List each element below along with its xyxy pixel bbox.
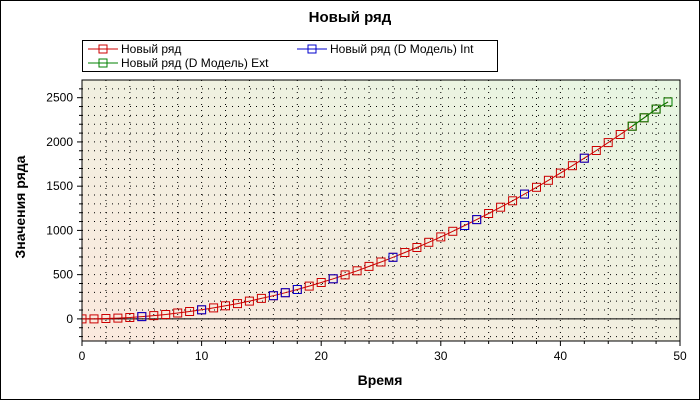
data-point — [137, 312, 147, 322]
data-point — [304, 281, 314, 291]
data-point — [579, 153, 589, 163]
y-tick-label: 0 — [66, 312, 73, 326]
data-point — [149, 311, 159, 321]
y-axis-ticks: 0 500 1000 1500 2000 2500 — [46, 88, 82, 338]
legend-label-series-2: Новый ряд (D Модель) Int — [330, 42, 474, 56]
data-point — [543, 175, 553, 185]
x-axis-ticks: 0 10 20 30 40 50 — [79, 341, 687, 363]
data-point — [364, 261, 374, 271]
data-point — [328, 274, 338, 284]
data-point — [197, 305, 207, 315]
data-point — [448, 226, 458, 236]
y-tick-label: 500 — [53, 268, 73, 282]
y-axis-title: Значения ряда — [12, 155, 28, 259]
data-point — [651, 104, 661, 114]
data-point — [436, 232, 446, 242]
x-tick-label: 0 — [79, 349, 86, 363]
data-point — [472, 215, 482, 225]
plot-area — [81, 79, 681, 342]
data-point — [125, 313, 135, 322]
legend-swatch-series-0 — [88, 44, 118, 54]
data-point — [173, 308, 183, 318]
x-tick-label: 30 — [434, 349, 448, 363]
data-point — [292, 285, 302, 294]
y-tick-label: 1000 — [46, 223, 73, 237]
data-point — [376, 257, 386, 267]
x-tick-label: 20 — [315, 349, 329, 363]
data-point — [400, 248, 410, 257]
data-point — [185, 307, 195, 316]
data-point — [603, 138, 613, 148]
series-2 — [137, 153, 589, 322]
data-point — [268, 291, 278, 301]
data-point — [663, 97, 673, 107]
legend-label-series-1: Новый ряд (D Модель) Ext — [121, 56, 269, 70]
data-point — [424, 237, 434, 247]
x-tick-label: 50 — [673, 349, 687, 363]
data-point — [316, 278, 326, 287]
data-point — [82, 314, 87, 324]
data-point — [352, 266, 362, 276]
legend-label-series-0: Новый ряд — [121, 42, 182, 56]
y-tick-label: 2500 — [46, 91, 73, 105]
x-tick-label: 40 — [554, 349, 568, 363]
data-point — [532, 182, 541, 192]
data-point — [508, 196, 518, 206]
data-point — [555, 168, 565, 178]
legend-swatch-series-1 — [88, 58, 118, 68]
data-point — [340, 270, 350, 280]
series-layer — [82, 97, 673, 324]
data-point — [496, 202, 506, 212]
data-point — [101, 314, 111, 323]
data-point — [161, 310, 171, 319]
x-axis-title: Время — [357, 372, 403, 388]
data-point — [567, 161, 577, 171]
data-point — [280, 288, 290, 298]
data-point — [412, 243, 422, 252]
data-point — [460, 221, 470, 230]
series-1 — [627, 97, 673, 131]
data-point — [233, 299, 242, 309]
data-point — [591, 146, 601, 155]
data-point — [520, 189, 529, 199]
series-line-1 — [631, 101, 669, 127]
legend: Новый ряд Новый ряд (D Модель) Int Новый… — [82, 40, 498, 72]
chart-title: Новый ряд — [308, 9, 392, 26]
x-tick-label: 10 — [195, 349, 209, 363]
data-point — [639, 113, 649, 123]
data-point — [89, 314, 99, 324]
y-tick-label: 1500 — [46, 179, 73, 193]
data-point — [209, 303, 219, 313]
legend-swatch-series-2 — [297, 44, 327, 54]
data-point — [113, 313, 123, 323]
data-point — [484, 209, 494, 218]
data-point — [627, 121, 637, 131]
data-point — [244, 296, 254, 306]
data-point — [256, 293, 266, 303]
data-point — [615, 130, 625, 139]
data-point — [388, 252, 398, 262]
series-line-0 — [82, 101, 669, 320]
data-point — [221, 301, 230, 311]
y-tick-label: 2000 — [46, 135, 73, 149]
